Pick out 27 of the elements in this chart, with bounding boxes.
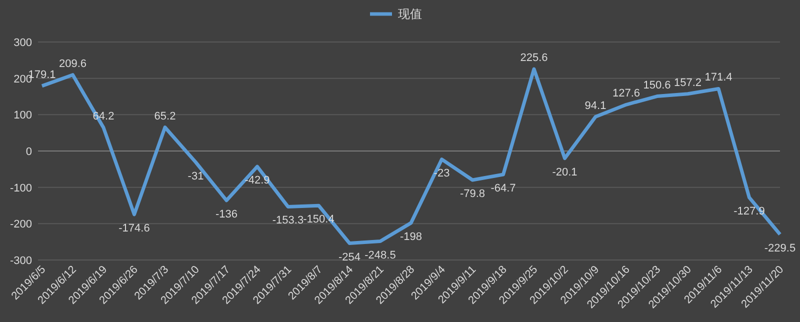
y-tick-label: 200 xyxy=(14,73,32,86)
data-label: -64.7 xyxy=(490,182,516,195)
data-label: -254 xyxy=(338,251,361,264)
data-label: -31 xyxy=(188,170,204,182)
data-label: 157.2 xyxy=(674,76,702,89)
data-label: -153.3 xyxy=(272,214,304,227)
data-label: 225.6 xyxy=(520,52,548,64)
data-label: 209.6 xyxy=(58,58,87,70)
y-tick-label: 100 xyxy=(14,110,32,122)
data-label: -136 xyxy=(215,208,238,220)
data-label: 127.6 xyxy=(612,88,640,100)
y-tick-label: 0 xyxy=(26,146,32,158)
data-label: 94.1 xyxy=(584,100,606,112)
data-label: -198 xyxy=(400,230,422,243)
data-label: 150.6 xyxy=(643,79,671,92)
y-tick-label: 300 xyxy=(14,37,32,49)
legend-label: 现值 xyxy=(398,7,422,21)
y-tick-label: -100 xyxy=(10,182,32,194)
data-label: -79.8 xyxy=(460,188,486,200)
y-tick-label: -200 xyxy=(10,218,32,231)
data-label: -248.5 xyxy=(364,249,396,262)
data-label: 171.4 xyxy=(704,72,732,84)
data-label: -174.6 xyxy=(118,222,150,234)
data-label: 65.2 xyxy=(154,110,176,122)
y-tick-label: -300 xyxy=(10,255,32,267)
data-label: -20.1 xyxy=(552,166,578,178)
data-label: -229.5 xyxy=(764,242,796,254)
